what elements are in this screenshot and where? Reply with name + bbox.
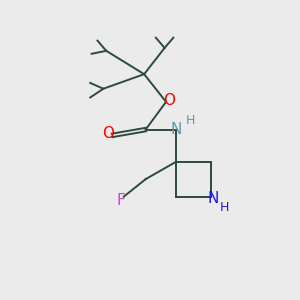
Text: H: H (220, 201, 229, 214)
Text: F: F (116, 193, 125, 208)
Text: H: H (186, 114, 195, 127)
Text: N: N (207, 190, 218, 206)
Text: N: N (171, 122, 182, 137)
Text: O: O (102, 127, 114, 142)
Text: O: O (164, 93, 175, 108)
